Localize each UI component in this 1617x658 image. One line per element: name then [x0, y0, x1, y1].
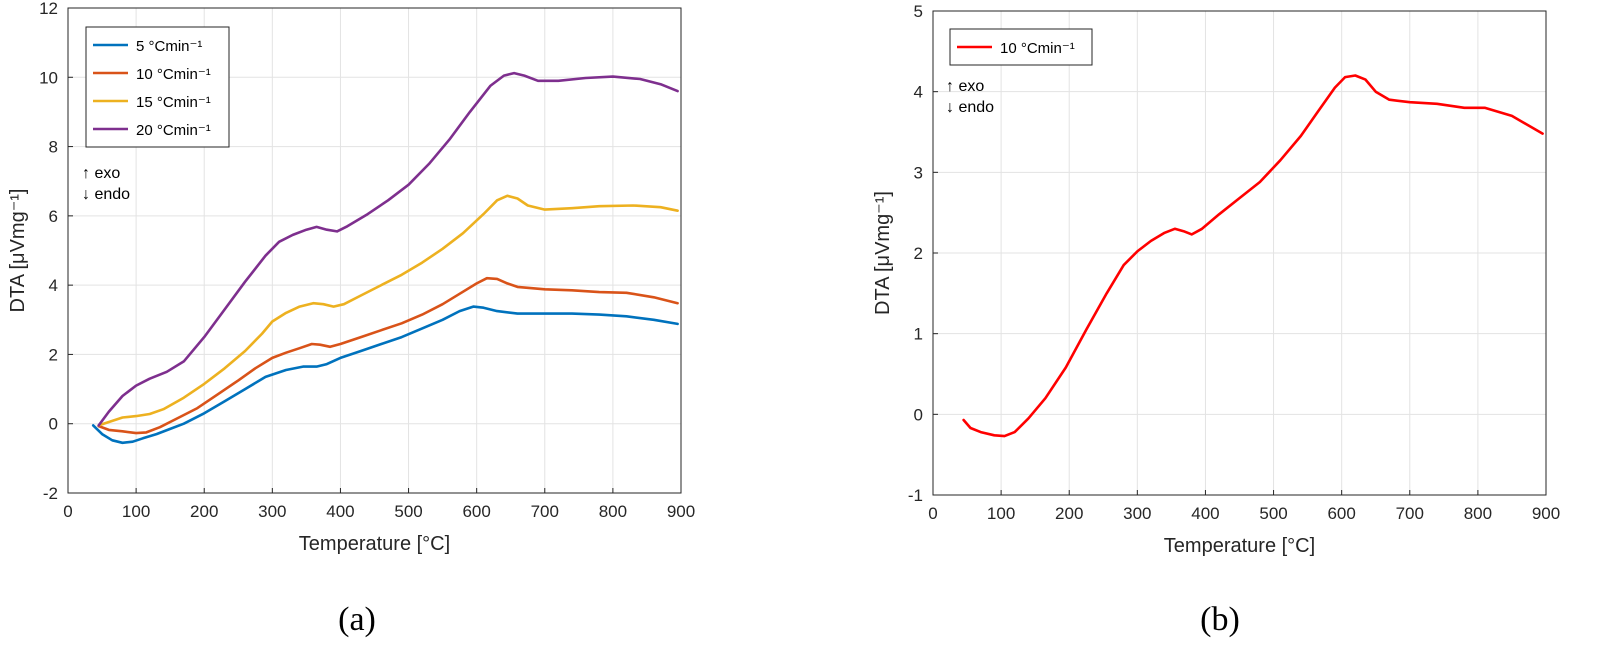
- legend-label: 10 °Cmin⁻¹: [136, 66, 211, 83]
- series-line-1: [91, 305, 679, 445]
- panel-a-x-axis-title: Temperature [°C]: [299, 533, 450, 555]
- panel-b-y-ticks: -1 0 1 2 3 4 5: [908, 2, 938, 505]
- x-tick-label: 300: [1123, 504, 1151, 523]
- annotation-text: ↑ exo: [82, 165, 120, 182]
- y-tick-label: 4: [49, 276, 58, 295]
- x-tick-label: 200: [190, 502, 218, 521]
- x-tick-label: 400: [326, 502, 354, 521]
- y-tick-label: 10: [39, 68, 58, 87]
- panel-a-plot-frame: [67, 7, 682, 494]
- legend-label: 15 °Cmin⁻¹: [136, 94, 211, 111]
- x-tick-label: 0: [63, 502, 72, 521]
- y-tick-label: 6: [49, 207, 58, 226]
- x-tick-label: 600: [1327, 504, 1355, 523]
- x-tick-label: 300: [258, 502, 286, 521]
- panel-b-legend: 10 °Cmin⁻¹: [949, 28, 1093, 66]
- y-tick-label: 2: [914, 244, 923, 263]
- x-tick-label: 700: [531, 502, 559, 521]
- panel-a-y-axis-title: DTA [μVmg⁻¹]: [7, 189, 29, 313]
- y-tick-label: 0: [914, 405, 923, 424]
- legend-label: 10 °Cmin⁻¹: [1000, 40, 1075, 57]
- x-tick-label: 800: [599, 502, 627, 521]
- panel-b-chart: 0 100 200 300 400 500 600 700 800 900 -1 0 1 2 3 4 5 Te…: [872, 2, 1560, 638]
- y-tick-label: -1: [908, 486, 923, 505]
- panel-a-chart: 0 100 200 300 400 500 600 700 800 900 -2 0 2 4 6 8 10 12…: [7, 0, 695, 638]
- series-line-3: [97, 194, 679, 427]
- y-tick-label: 12: [39, 0, 58, 18]
- y-tick-label: 8: [49, 138, 58, 157]
- x-tick-label: 900: [667, 502, 695, 521]
- panel-a-label: (a): [338, 601, 376, 638]
- legend-label: 20 °Cmin⁻¹: [136, 122, 211, 139]
- x-tick-label: 800: [1464, 504, 1492, 523]
- panel-a-x-ticks: 0 100 200 300 400 500 600 700 800 900: [63, 488, 695, 521]
- panel-b-series: [962, 74, 1544, 438]
- x-tick-label: 600: [462, 502, 490, 521]
- panel-a-legend: 5 °Cmin⁻¹ 10 °Cmin⁻¹ 15 °Cmin⁻¹ 20 °Cmin⁻¹: [85, 26, 230, 148]
- series-line-2: [97, 276, 679, 435]
- x-tick-label: 500: [1259, 504, 1287, 523]
- annotation-text: ↓ endo: [82, 186, 130, 203]
- panel-b-x-axis-title: Temperature [°C]: [1164, 535, 1315, 557]
- x-tick-label: 700: [1396, 504, 1424, 523]
- panel-a-series: [91, 71, 679, 445]
- annotation-text: ↓ endo: [946, 99, 994, 116]
- panel-b-x-ticks: 0 100 200 300 400 500 600 700 800 900: [928, 490, 1560, 523]
- y-tick-label: 1: [914, 325, 923, 344]
- y-tick-label: 4: [914, 83, 923, 102]
- y-tick-label: 3: [914, 163, 923, 182]
- x-tick-label: 500: [394, 502, 422, 521]
- y-tick-label: -2: [43, 484, 58, 503]
- panel-a-y-ticks: -2 0 2 4 6 8 10 12: [39, 0, 73, 503]
- x-tick-label: 400: [1191, 504, 1219, 523]
- series-line-1: [962, 74, 1544, 438]
- x-tick-label: 100: [122, 502, 150, 521]
- series-line-4: [97, 71, 679, 427]
- x-tick-label: 0: [928, 504, 937, 523]
- x-tick-label: 100: [987, 504, 1015, 523]
- x-tick-label: 200: [1055, 504, 1083, 523]
- panel-b-label: (b): [1200, 601, 1240, 638]
- y-tick-label: 5: [914, 2, 923, 21]
- x-tick-label: 900: [1532, 504, 1560, 523]
- panel-b-exo-endo-annotation: ↑ exo ↓ endo: [946, 78, 994, 116]
- legend-box: [85, 26, 230, 148]
- annotation-text: ↑ exo: [946, 78, 984, 95]
- panel-a-exo-endo-annotation: ↑ exo ↓ endo: [82, 165, 130, 203]
- panel-b-y-axis-title: DTA [μVmg⁻¹]: [872, 191, 894, 315]
- y-tick-label: 2: [49, 345, 58, 364]
- y-tick-label: 0: [49, 415, 58, 434]
- legend-label: 5 °Cmin⁻¹: [136, 38, 202, 55]
